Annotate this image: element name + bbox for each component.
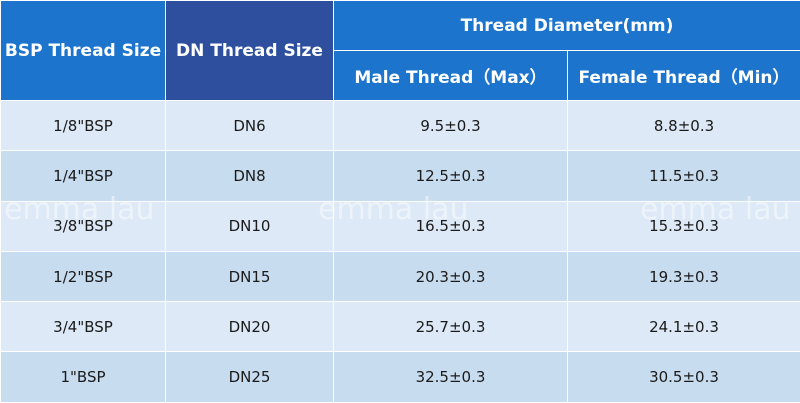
table-cell: 1/8"BSP bbox=[1, 101, 166, 151]
table-cell: DN25 bbox=[166, 352, 334, 402]
table-cell: 30.5±0.3 bbox=[568, 352, 800, 402]
table-cell: DN8 bbox=[166, 151, 334, 201]
header-group: Thread Diameter(mm) bbox=[334, 1, 800, 51]
table-cell: 15.3±0.3 bbox=[568, 201, 800, 251]
header-row: BSP Thread Size DN Thread Size Thread Di… bbox=[1, 1, 800, 51]
table-cell: 25.7±0.3 bbox=[334, 302, 568, 352]
header-cell: DN Thread Size bbox=[166, 1, 334, 101]
table-cell: 19.3±0.3 bbox=[568, 251, 800, 301]
table-cell: 32.5±0.3 bbox=[334, 352, 568, 402]
table-cell: 11.5±0.3 bbox=[568, 151, 800, 201]
table-cell: 3/8"BSP bbox=[1, 201, 166, 251]
table-cell: 1/2"BSP bbox=[1, 251, 166, 301]
table-cell: 20.3±0.3 bbox=[334, 251, 568, 301]
table-cell: 1/4"BSP bbox=[1, 151, 166, 201]
table-cell: 1"BSP bbox=[1, 352, 166, 402]
table-cell: DN6 bbox=[166, 101, 334, 151]
table-cell: 9.5±0.3 bbox=[334, 101, 568, 151]
header-cell: Female Thread（Min） bbox=[568, 51, 800, 101]
table-cell: 3/4"BSP bbox=[1, 302, 166, 352]
table-cell: DN10 bbox=[166, 201, 334, 251]
table-cell: 12.5±0.3 bbox=[334, 151, 568, 201]
table-cell: DN15 bbox=[166, 251, 334, 301]
header-cell: BSP Thread Size bbox=[1, 1, 166, 101]
table-cell: 24.1±0.3 bbox=[568, 302, 800, 352]
header-cell: Male Thread（Max） bbox=[334, 51, 568, 101]
table-cell: 8.8±0.3 bbox=[568, 101, 800, 151]
table-cell: 16.5±0.3 bbox=[334, 201, 568, 251]
table-cell: DN20 bbox=[166, 302, 334, 352]
